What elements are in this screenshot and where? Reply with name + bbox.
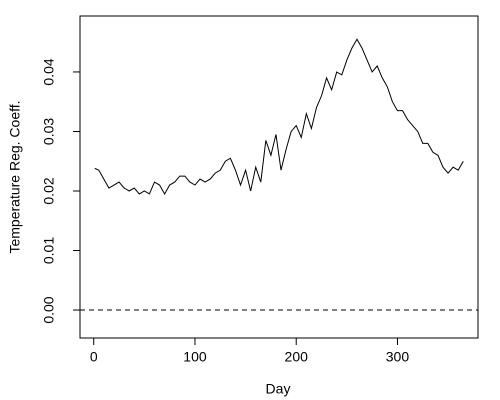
x-tick-label: 300: [386, 349, 410, 365]
y-tick-label: 0.00: [41, 296, 57, 323]
y-tick-label: 0.03: [41, 118, 57, 145]
x-tick-label: 200: [285, 349, 309, 365]
x-tick-label: 100: [183, 349, 207, 365]
y-axis-label: Temperature Reg. Coeff.: [7, 100, 23, 253]
x-tick-label: 0: [90, 349, 98, 365]
data-line: [94, 38, 464, 195]
y-tick-label: 0.04: [41, 58, 57, 85]
plot-box: [79, 15, 479, 339]
y-tick-label: 0.02: [41, 177, 57, 204]
y-tick-label: 0.01: [41, 237, 57, 264]
x-axis-label: Day: [266, 381, 291, 397]
